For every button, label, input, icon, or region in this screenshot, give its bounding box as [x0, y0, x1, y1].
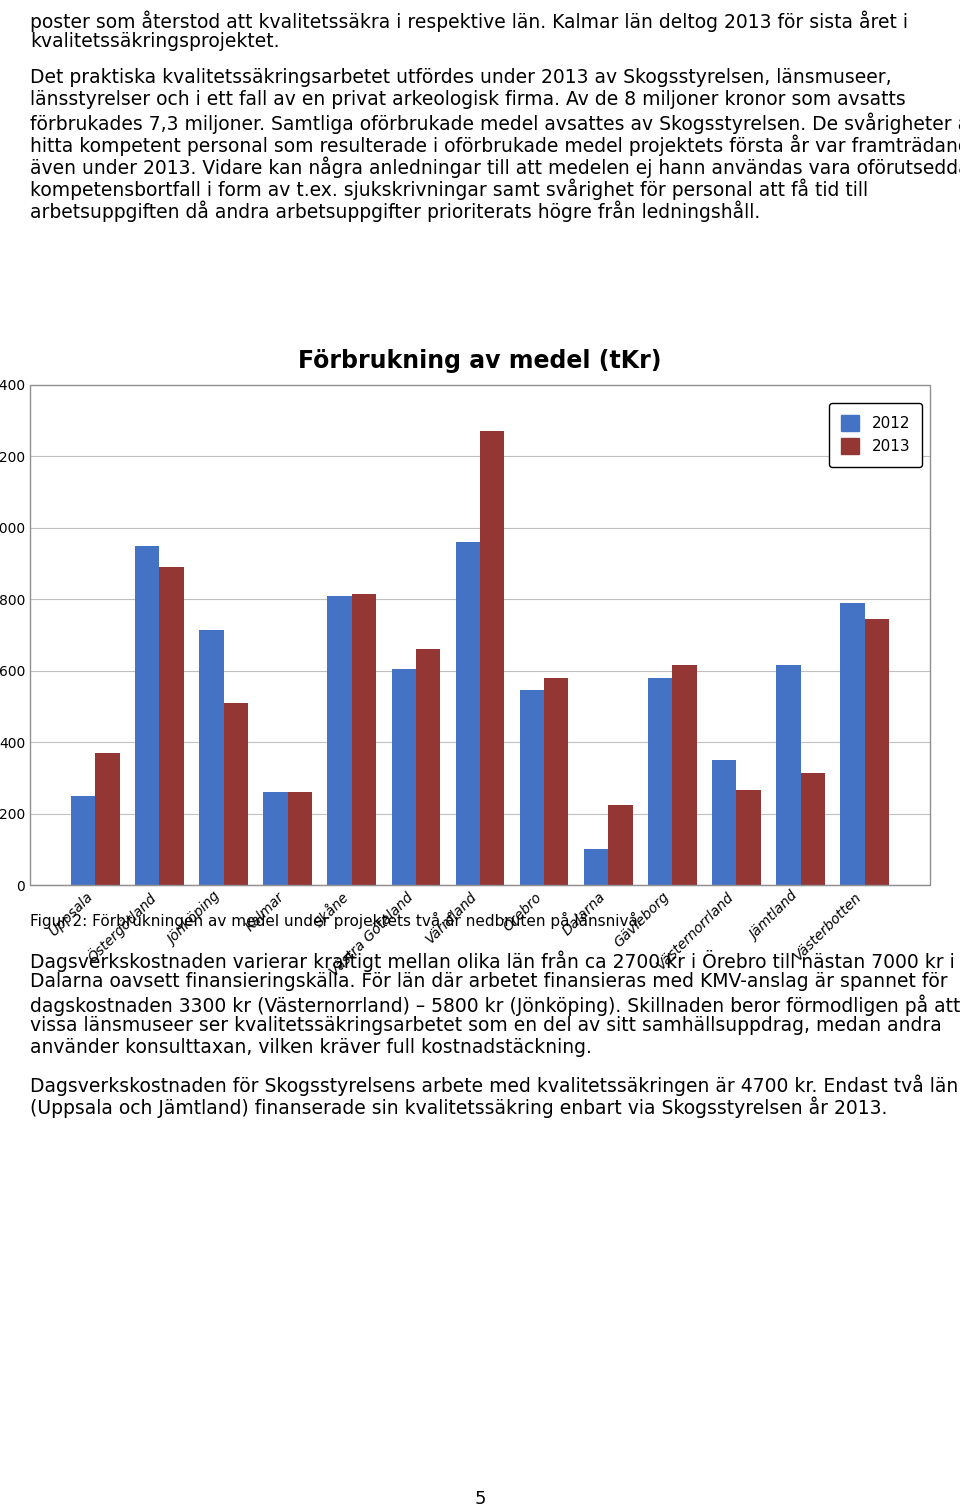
Bar	[777, 665, 801, 884]
Legend: 2012, 2013: 2012, 2013	[828, 403, 923, 466]
Bar	[351, 595, 376, 884]
Text: Dagsverkskostnaden varierar kraftigt mellan olika län från ca 2700 kr i Örebro t: Dagsverkskostnaden varierar kraftigt mel…	[30, 951, 955, 972]
Bar	[416, 649, 441, 884]
Bar	[712, 761, 736, 884]
Text: (Uppsala och Jämtland) finanserade sin kvalitetssäkring enbart via Skogsstyrelse: (Uppsala och Jämtland) finanserade sin k…	[30, 1096, 887, 1118]
Bar	[135, 546, 159, 884]
Bar	[801, 773, 825, 884]
Bar	[840, 604, 865, 884]
Text: förbrukades 7,3 miljoner. Samtliga oförbrukade medel avsattes av Skogsstyrelsen.: förbrukades 7,3 miljoner. Samtliga oförb…	[30, 112, 960, 133]
Text: Dalarna oavsett finansieringskälla. För län där arbetet finansieras med KMV-ansl: Dalarna oavsett finansieringskälla. För …	[30, 972, 948, 991]
Text: vissa länsmuseer ser kvalitetssäkringsarbetet som en del av sitt samhällsuppdrag: vissa länsmuseer ser kvalitetssäkringsar…	[30, 1016, 942, 1035]
Bar	[736, 791, 761, 884]
Text: länsstyrelser och i ett fall av en privat arkeologisk firma. Av de 8 miljoner kr: länsstyrelser och i ett fall av en priva…	[30, 91, 905, 109]
Bar	[288, 792, 312, 884]
Title: Förbrukning av medel (tKr): Förbrukning av medel (tKr)	[299, 349, 661, 373]
Bar	[544, 678, 568, 884]
Text: 5: 5	[474, 1489, 486, 1507]
Text: poster som återstod att kvalitetssäkra i respektive län. Kalmar län deltog 2013 : poster som återstod att kvalitetssäkra i…	[30, 11, 908, 32]
Text: hitta kompetent personal som resulterade i oförbrukade medel projektets första å: hitta kompetent personal som resulterade…	[30, 134, 960, 155]
Text: dagskostnaden 3300 kr (Västernorrland) – 5800 kr (Jönköping). Skillnaden beror f: dagskostnaden 3300 kr (Västernorrland) –…	[30, 994, 960, 1016]
Bar	[263, 792, 288, 884]
Text: kvalitetssäkringsprojektet.: kvalitetssäkringsprojektet.	[30, 32, 279, 51]
Bar	[392, 668, 416, 884]
Bar	[224, 703, 248, 884]
Bar	[456, 542, 480, 884]
Text: kompetensbortfall i form av t.ex. sjukskrivningar samt svårighet för personal at: kompetensbortfall i form av t.ex. sjuksk…	[30, 178, 868, 199]
Text: Figur 2: Förbrukningen av medel under projektets två år nedbruten på länsnivå.: Figur 2: Förbrukningen av medel under pr…	[30, 911, 643, 930]
Bar	[327, 596, 351, 884]
Bar	[199, 629, 224, 884]
Text: Dagsverkskostnaden för Skogsstyrelsens arbete med kvalitetssäkringen är 4700 kr.: Dagsverkskostnaden för Skogsstyrelsens a…	[30, 1074, 958, 1096]
Bar	[584, 850, 609, 884]
Bar	[95, 753, 120, 884]
Bar	[159, 567, 183, 884]
Text: även under 2013. Vidare kan några anledningar till att medelen ej hann användas : även under 2013. Vidare kan några anledn…	[30, 155, 960, 178]
Text: Det praktiska kvalitetssäkringsarbetet utfördes under 2013 av Skogsstyrelsen, lä: Det praktiska kvalitetssäkringsarbetet u…	[30, 68, 892, 88]
Bar	[865, 619, 889, 884]
Bar	[672, 665, 697, 884]
Bar	[648, 678, 672, 884]
Bar	[519, 690, 544, 884]
Text: arbetsuppgiften då andra arbetsuppgifter prioriterats högre från ledningshåll.: arbetsuppgiften då andra arbetsuppgifter…	[30, 201, 760, 222]
Text: använder konsulttaxan, vilken kräver full kostnadstäckning.: använder konsulttaxan, vilken kräver ful…	[30, 1038, 592, 1056]
Bar	[71, 795, 95, 884]
Bar	[609, 804, 633, 884]
Bar	[480, 432, 504, 884]
